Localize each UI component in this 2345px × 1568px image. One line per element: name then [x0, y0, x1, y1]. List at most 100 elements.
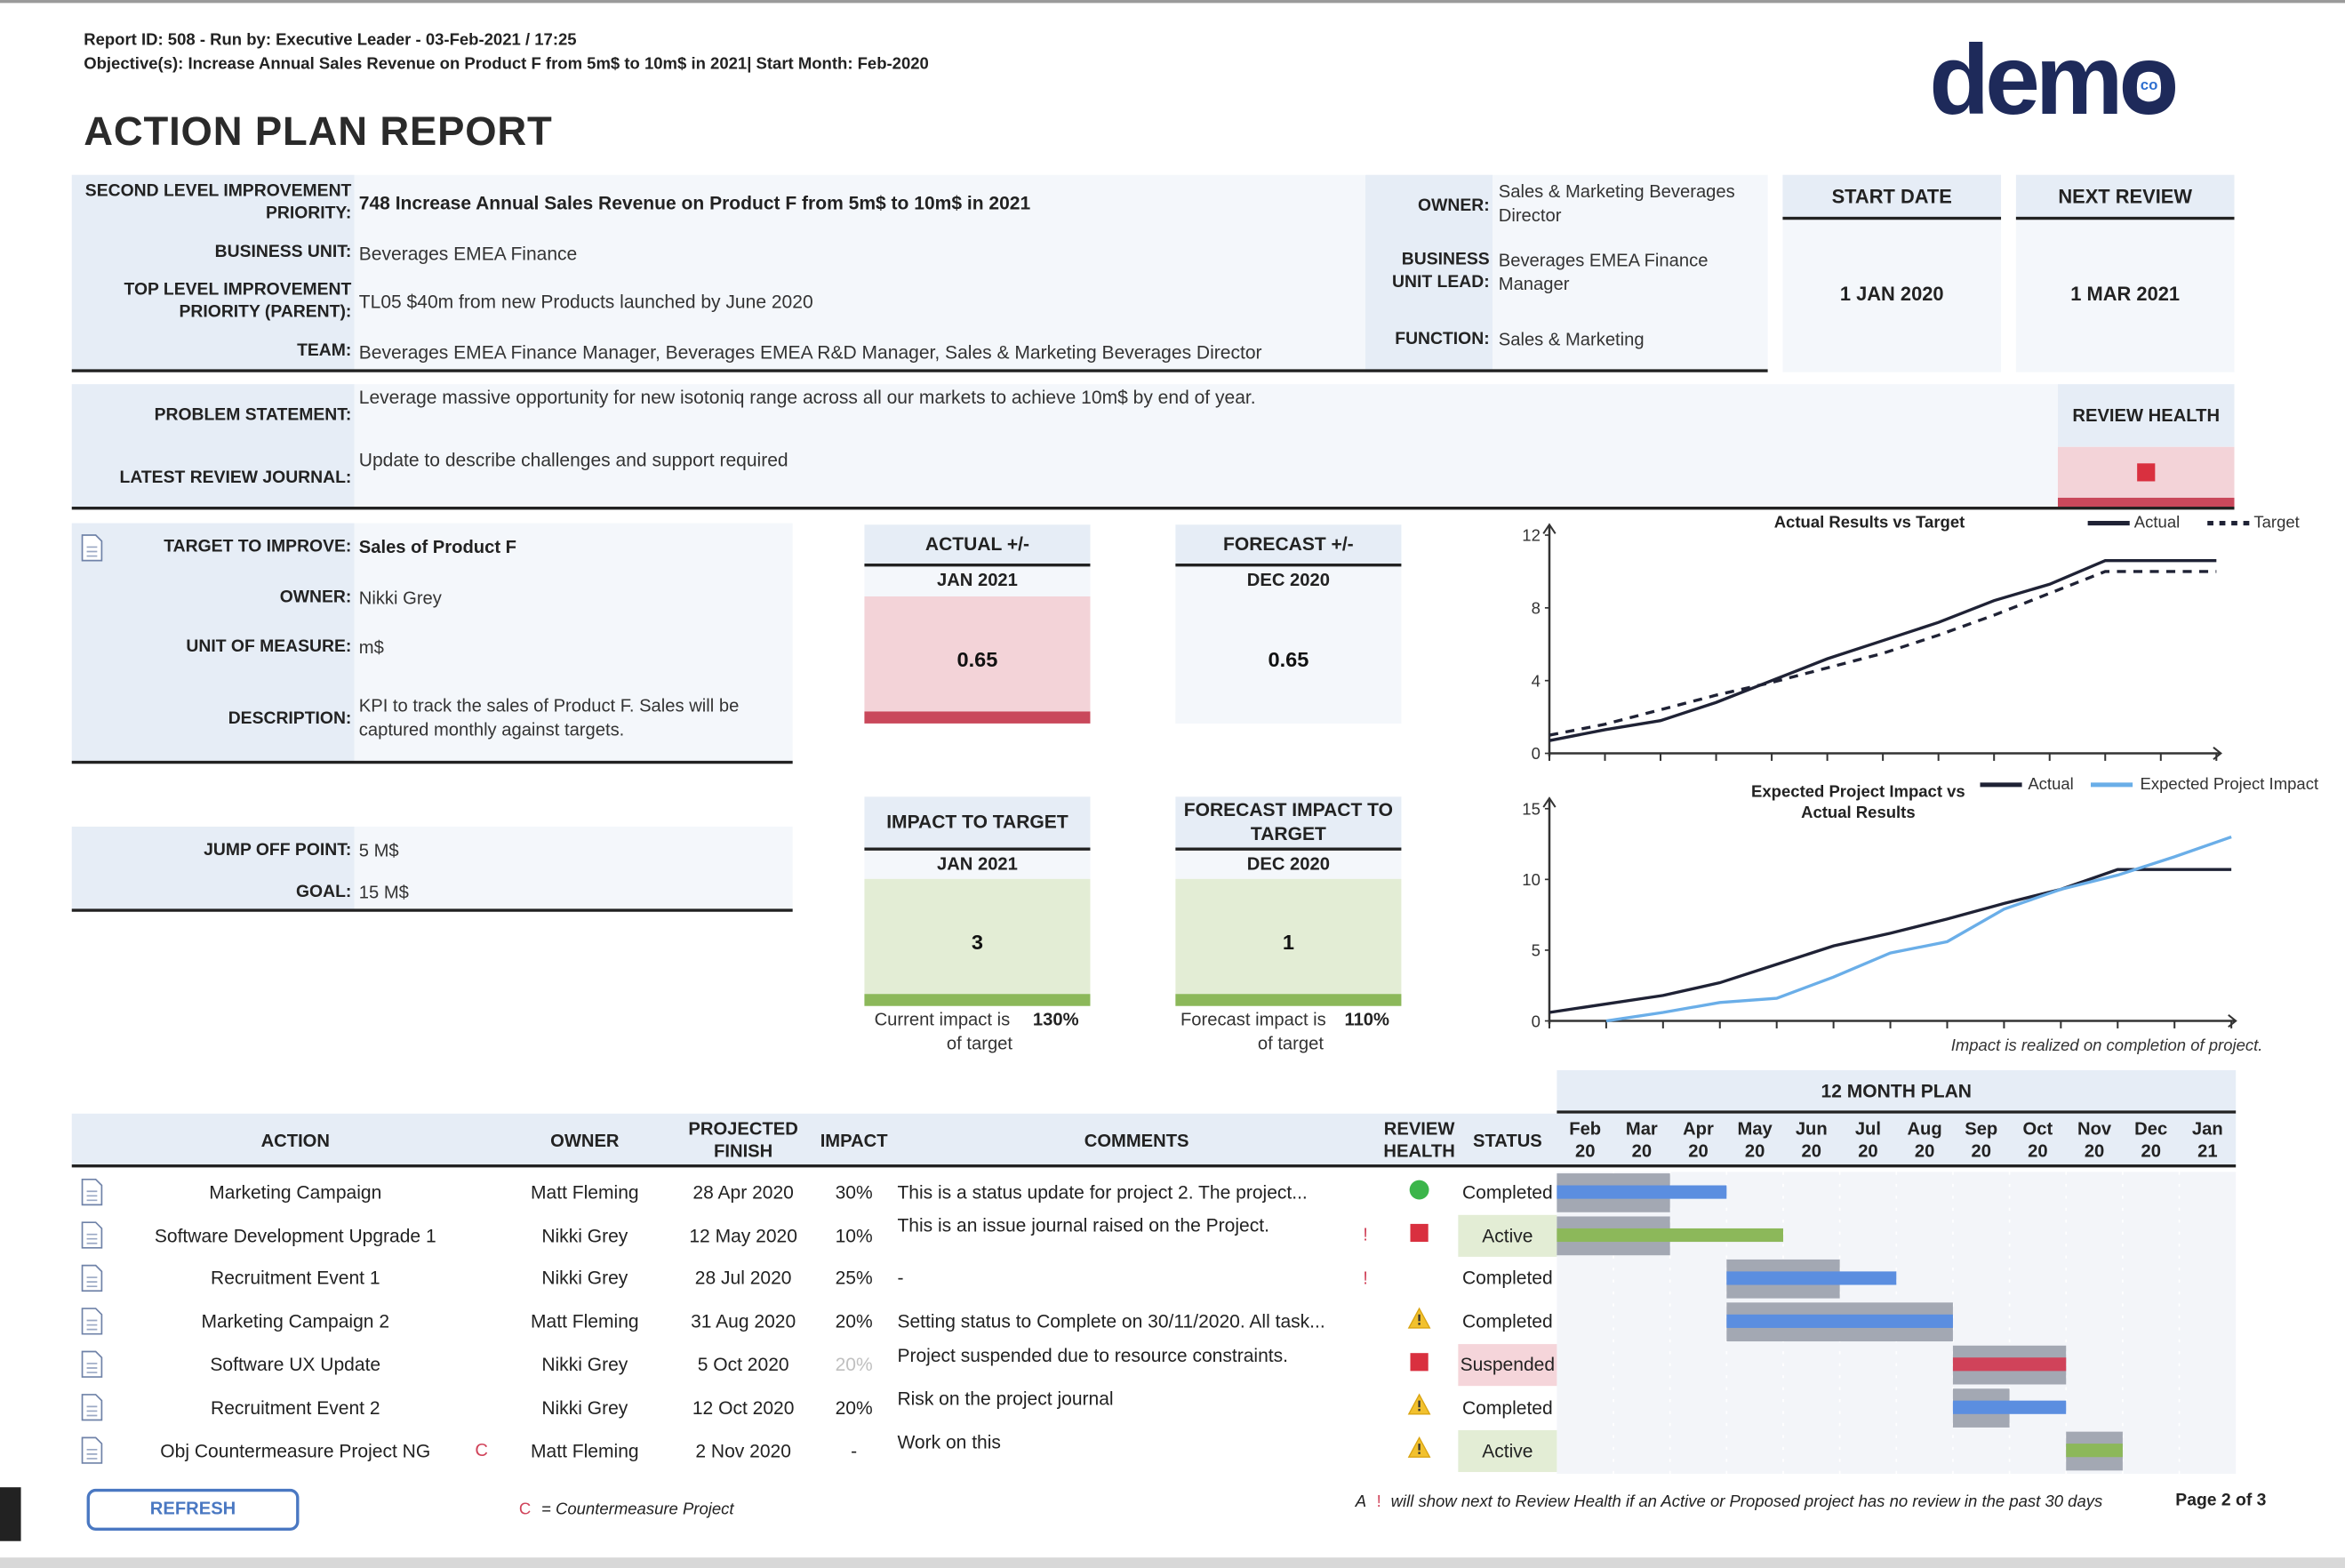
document-icon-lines [86, 546, 98, 557]
text: Project suspended due to resource constr… [897, 1345, 1288, 1366]
text: co [2140, 78, 2158, 95]
text: TOP LEVEL IMPROVEMENT PRIORITY (PARENT): [124, 281, 352, 322]
text: 20% [835, 1310, 873, 1332]
month-header: Sep 20 [1965, 1117, 1998, 1162]
document-icon-lines [86, 1233, 98, 1244]
text: - [897, 1268, 904, 1290]
text: Page 2 of 3 [2175, 1492, 2267, 1511]
month-header: Feb 20 [1569, 1117, 1602, 1162]
text: 12 May 2020 [689, 1225, 797, 1246]
month-header: Apr 20 [1683, 1117, 1714, 1162]
text: m$ [358, 636, 384, 658]
month-header: Jul 20 [1854, 1117, 1882, 1162]
document-icon-lines [86, 1190, 98, 1202]
text: FORECAST IMPACT TO TARGET [1183, 799, 1393, 844]
text: DESCRIPTION: [228, 710, 352, 729]
text: Risk on the project journal [897, 1388, 1114, 1410]
tile-band [1175, 711, 1402, 724]
text: Marketing Campaign 2 [201, 1310, 390, 1332]
document-icon-lines [86, 1363, 98, 1373]
text: Active [1482, 1440, 1533, 1461]
text: Suspended [1460, 1354, 1556, 1375]
gantt-bar [1952, 1357, 2067, 1372]
y-tick-label: 4 [1532, 671, 1541, 690]
date-body [2015, 218, 2235, 372]
text: Matt Fleming [531, 1181, 639, 1204]
label-column [71, 174, 355, 372]
label-column [1365, 174, 1493, 372]
text: BUSINESS UNIT LEAD: [1392, 251, 1490, 292]
text: A [1355, 1492, 1367, 1511]
text: Completed [1461, 1310, 1553, 1332]
tile-period-bg [1175, 849, 1402, 879]
tile-body [864, 878, 1091, 1006]
text: DEC 2020 [1246, 853, 1330, 875]
month-header: Jun 20 [1795, 1117, 1828, 1162]
text: 28 Apr 2020 [692, 1181, 794, 1204]
text: REVIEW HEALTH [2072, 404, 2221, 427]
month-header: Oct 20 [2022, 1117, 2053, 1162]
text: Software Development Upgrade 1 [154, 1225, 436, 1246]
month-header: Jan 21 [2191, 1117, 2223, 1162]
text: FUNCTION: [1395, 330, 1490, 348]
top-edge [0, 0, 2345, 4]
text: Recruitment Event 2 [211, 1396, 380, 1419]
status-bg [1458, 1429, 1557, 1473]
text: 0.65 [956, 647, 998, 672]
tile-header [864, 524, 1091, 565]
health-red [1410, 1223, 1429, 1243]
gantt-bar [1557, 1228, 1783, 1243]
text: OWNER: [1418, 196, 1490, 216]
legend-label: Actual [2028, 775, 2074, 794]
tile-period-bg [864, 849, 1091, 879]
text: Beverages EMEA Finance Manager [1498, 249, 1709, 294]
text: UNIT OF MEASURE: [186, 638, 352, 657]
column-header: OWNER [550, 1129, 620, 1150]
text: of target [1257, 1033, 1324, 1054]
text: OWNER: [279, 589, 352, 608]
text: ! [1376, 1492, 1381, 1511]
text: ACTION PLAN REPORT [84, 109, 553, 155]
health-header [2057, 384, 2235, 447]
text: This is a status update for project 2. T… [897, 1181, 1308, 1204]
y-tick-label: 15 [1522, 799, 1541, 818]
text: Work on this [897, 1431, 1001, 1452]
y-tick-label: 10 [1522, 870, 1541, 889]
text: Recruitment Event 1 [211, 1268, 380, 1290]
text: Active [1482, 1225, 1533, 1246]
text: 748 Increase Annual Sales Revenue on Pro… [358, 192, 1031, 214]
chart-title: Actual Results vs Target [1773, 513, 1965, 532]
text: TEAM: [297, 342, 352, 361]
tile-header [1175, 796, 1402, 850]
text: Update to describe challenges and suppor… [358, 449, 788, 471]
text: demo [1929, 24, 2179, 136]
chart-title: Expected Project Impact vs Actual Result… [1751, 782, 1965, 822]
text: Completed [1461, 1268, 1553, 1290]
tile-header [1175, 524, 1402, 565]
text: 10% [835, 1225, 873, 1246]
month-header: Dec 20 [2134, 1117, 2168, 1162]
document-icon-lines [86, 1448, 98, 1460]
month-header: Nov 20 [2077, 1117, 2112, 1162]
chart-note: Impact is realized on completion of proj… [1950, 1036, 2263, 1055]
column-header: IMPACT [820, 1129, 888, 1150]
text: 25% [835, 1268, 873, 1290]
text: Completed [1461, 1396, 1553, 1419]
alert-mark: ! [1363, 1267, 1368, 1288]
text: TL05 $40m from new Products launched by … [358, 291, 813, 313]
status-bg [1458, 1214, 1557, 1257]
text: Objective(s): Increase Annual Sales Reve… [84, 55, 929, 74]
health-green [1409, 1180, 1429, 1200]
column-header: REVIEW HEALTH [1383, 1117, 1455, 1162]
value-column [1493, 174, 1768, 372]
value-column [354, 174, 1366, 372]
y-tick-label: 0 [1532, 1012, 1541, 1030]
refresh-button[interactable]: REFRESH [86, 1488, 300, 1531]
text: Sales & Marketing [1498, 328, 1645, 350]
label-column [71, 523, 355, 763]
text: - [851, 1440, 858, 1461]
text: Completed [1461, 1181, 1553, 1204]
text: 2 Nov 2020 [695, 1440, 791, 1461]
tile-period-bg [864, 564, 1091, 596]
